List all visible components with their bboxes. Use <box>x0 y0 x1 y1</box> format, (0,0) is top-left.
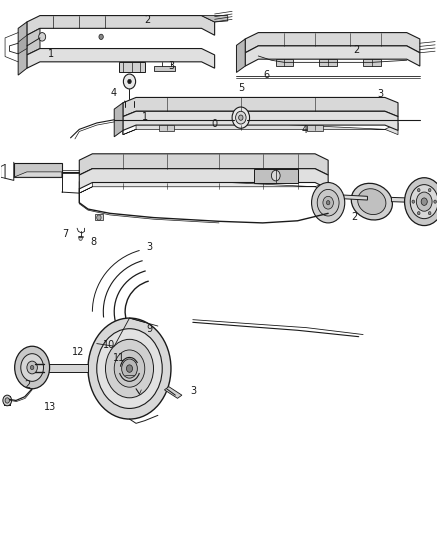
Polygon shape <box>95 214 103 220</box>
Circle shape <box>311 182 345 223</box>
Polygon shape <box>119 62 145 72</box>
Polygon shape <box>79 154 328 175</box>
Circle shape <box>421 198 427 205</box>
Polygon shape <box>363 59 381 66</box>
Circle shape <box>323 196 333 209</box>
Polygon shape <box>307 125 323 132</box>
Polygon shape <box>79 168 328 193</box>
Text: 1: 1 <box>48 49 54 59</box>
Text: 3: 3 <box>378 88 384 99</box>
Circle shape <box>417 189 420 192</box>
Polygon shape <box>164 386 182 398</box>
Circle shape <box>124 74 136 89</box>
Circle shape <box>79 236 82 240</box>
Polygon shape <box>276 59 293 66</box>
Text: 3: 3 <box>168 61 174 70</box>
Circle shape <box>317 189 339 216</box>
Polygon shape <box>245 46 420 66</box>
Text: 5: 5 <box>238 83 244 93</box>
Text: 1: 1 <box>142 111 148 122</box>
Text: 9: 9 <box>146 324 152 334</box>
Circle shape <box>106 340 153 398</box>
Circle shape <box>428 189 431 192</box>
Text: 7: 7 <box>62 229 68 239</box>
Circle shape <box>239 115 243 120</box>
Polygon shape <box>27 28 40 55</box>
Text: 3: 3 <box>191 386 197 397</box>
Circle shape <box>88 318 171 419</box>
Polygon shape <box>18 35 27 54</box>
Polygon shape <box>44 365 88 372</box>
Circle shape <box>232 107 250 128</box>
Polygon shape <box>18 22 27 75</box>
Polygon shape <box>319 59 337 66</box>
Polygon shape <box>123 98 398 117</box>
Circle shape <box>417 212 420 215</box>
Polygon shape <box>14 172 62 177</box>
Circle shape <box>428 212 431 215</box>
Circle shape <box>236 111 246 124</box>
Polygon shape <box>392 197 422 203</box>
Text: 0: 0 <box>212 119 218 129</box>
Circle shape <box>27 361 37 374</box>
Circle shape <box>99 34 103 39</box>
Text: 2: 2 <box>144 15 150 26</box>
Ellipse shape <box>351 183 392 220</box>
Text: 2: 2 <box>353 45 360 54</box>
Circle shape <box>412 200 415 203</box>
Text: 2: 2 <box>351 212 357 222</box>
Polygon shape <box>254 168 297 182</box>
Circle shape <box>5 398 10 403</box>
Circle shape <box>97 215 101 220</box>
Circle shape <box>39 33 46 41</box>
Text: 12: 12 <box>72 346 85 357</box>
Circle shape <box>434 200 436 203</box>
Text: 8: 8 <box>90 237 96 247</box>
Text: 4: 4 <box>301 125 307 135</box>
Circle shape <box>97 329 162 408</box>
Circle shape <box>405 177 438 225</box>
Polygon shape <box>328 194 367 200</box>
Text: 6: 6 <box>263 70 269 80</box>
Text: 10: 10 <box>103 340 115 350</box>
Polygon shape <box>123 111 398 135</box>
Polygon shape <box>79 168 328 189</box>
Circle shape <box>30 366 34 369</box>
Polygon shape <box>27 15 215 35</box>
Polygon shape <box>27 49 215 68</box>
Circle shape <box>127 365 133 372</box>
Text: 2: 2 <box>24 379 30 390</box>
Text: 4: 4 <box>110 88 117 98</box>
Polygon shape <box>245 33 420 53</box>
Circle shape <box>326 200 330 205</box>
Polygon shape <box>201 15 228 22</box>
Circle shape <box>410 184 438 219</box>
Circle shape <box>114 350 145 387</box>
Circle shape <box>21 354 43 381</box>
Circle shape <box>272 170 280 181</box>
Polygon shape <box>153 66 175 71</box>
Circle shape <box>128 79 131 84</box>
Polygon shape <box>237 39 245 72</box>
Circle shape <box>417 192 432 211</box>
Text: 3: 3 <box>146 242 152 252</box>
Polygon shape <box>4 396 11 405</box>
Text: 13: 13 <box>43 402 56 413</box>
Polygon shape <box>114 103 123 137</box>
Text: 11: 11 <box>113 353 126 363</box>
Polygon shape <box>123 111 398 131</box>
Ellipse shape <box>358 189 386 215</box>
Polygon shape <box>14 164 62 177</box>
Circle shape <box>3 395 12 406</box>
Circle shape <box>14 346 49 389</box>
Polygon shape <box>159 125 174 132</box>
Circle shape <box>122 359 138 378</box>
